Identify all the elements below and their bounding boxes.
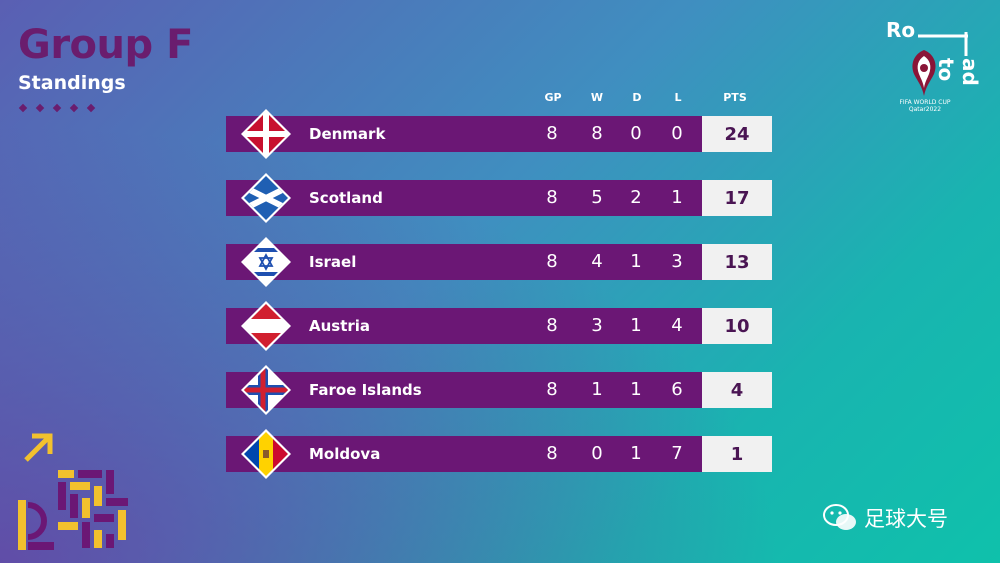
israel-flag-icon [241,237,291,287]
column-header-w: W [590,91,604,104]
road-to-text-ro: Ro [886,18,916,42]
page-title: Group F [18,22,193,68]
road-line-vertical-icon [964,32,968,56]
decorative-pattern-icon [18,433,128,550]
wins: 1 [591,379,603,400]
faroe-islands-flag-icon [241,365,291,415]
losses: 6 [671,379,683,400]
column-header-pts: PTS [723,91,747,104]
denmark-flag-icon [241,109,291,159]
losses: 3 [671,251,683,272]
points-cell: 17 [702,180,772,216]
games-played: 8 [546,443,558,464]
games-played: 8 [546,379,558,400]
draws: 0 [630,123,642,144]
team-name: Austria [309,317,371,335]
decorative-dots [18,103,96,113]
games-played: 8 [546,187,558,208]
table-row [226,180,702,216]
draws: 1 [630,315,642,336]
points-cell: 24 [702,116,772,152]
table-row [226,436,702,472]
losses: 1 [671,187,683,208]
table-row [226,308,702,344]
team-name: Denmark [309,125,386,143]
column-header-gp: GP [544,91,562,104]
austria-flag-icon [241,301,291,351]
wins: 4 [591,251,603,272]
table-row [226,244,702,280]
team-name: Faroe Islands [309,381,422,399]
games-played: 8 [546,315,558,336]
watermark: 足球大号 [822,503,948,533]
draws: 1 [630,251,642,272]
watermark-text: 足球大号 [864,507,948,531]
draws: 1 [630,379,642,400]
table-row [226,116,702,152]
games-played: 8 [546,251,558,272]
points-cell: 1 [702,436,772,472]
losses: 4 [671,315,683,336]
column-header-l: L [674,91,682,104]
points-cell: 13 [702,244,772,280]
event-label: FIFA WORLD CUP Qatar2022 [899,99,951,113]
scotland-flag-icon [241,173,291,223]
wins: 0 [591,443,603,464]
world-cup-emblem-icon [912,50,936,96]
table-row [226,372,702,408]
wins: 8 [591,123,603,144]
moldova-flag-icon [241,429,291,479]
draws: 1 [630,443,642,464]
wins: 5 [591,187,603,208]
wins: 3 [591,315,603,336]
column-header-d: D [632,91,642,104]
losses: 7 [671,443,683,464]
points-cell: 4 [702,372,772,408]
team-name: Scotland [309,189,383,207]
road-line-icon [918,34,968,38]
losses: 0 [671,123,683,144]
team-name: Moldova [309,445,381,463]
games-played: 8 [546,123,558,144]
points-cell: 10 [702,308,772,344]
wechat-icon [823,504,856,530]
draws: 2 [630,187,642,208]
team-name: Israel [309,253,357,271]
page-subtitle: Standings [18,72,126,94]
